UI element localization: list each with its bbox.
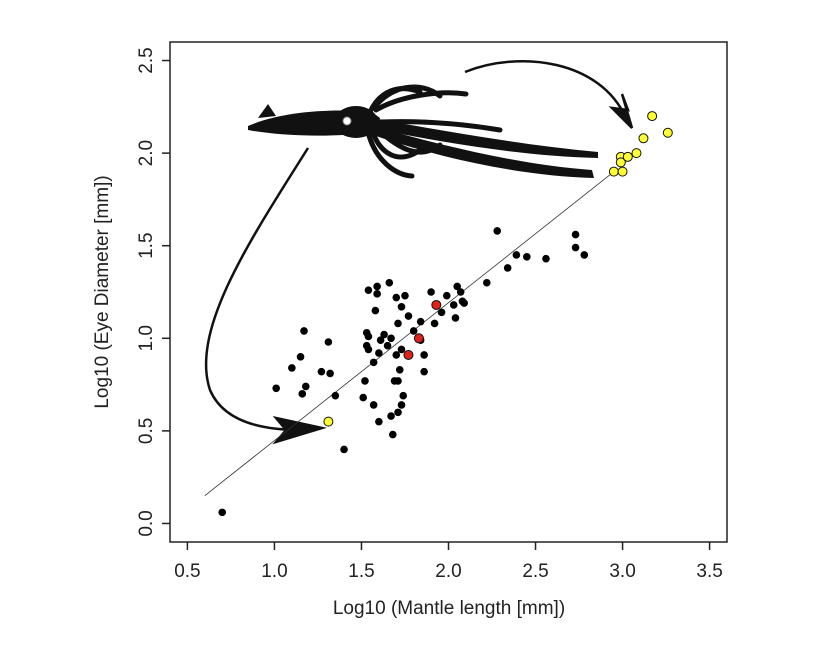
data-point — [296, 353, 305, 361]
data-point — [451, 314, 460, 322]
data-point — [456, 288, 465, 296]
data-point — [512, 251, 521, 259]
data-point — [371, 306, 380, 315]
data-point — [218, 508, 227, 517]
data-point — [394, 319, 402, 328]
data-point — [394, 408, 402, 417]
data-point — [493, 227, 502, 235]
data-point — [323, 416, 334, 427]
data-point — [427, 288, 435, 296]
data-point — [420, 367, 428, 376]
x-axis-label: Log10 (Mantle length [mm]) — [333, 598, 565, 619]
data-point — [340, 445, 348, 454]
data-point — [631, 148, 642, 159]
data-point — [373, 290, 381, 298]
y-tick-label: 2.0 — [136, 140, 157, 166]
data-point — [375, 349, 383, 357]
data-point — [301, 382, 310, 391]
data-point — [397, 303, 406, 311]
data-point — [431, 299, 442, 310]
data-point — [416, 317, 425, 326]
y-tick-label: 0.0 — [136, 510, 157, 536]
data-point — [638, 133, 649, 144]
data-point — [542, 254, 550, 263]
data-point — [404, 312, 413, 320]
data-point — [364, 345, 373, 354]
data-point — [397, 401, 406, 409]
data-point — [503, 264, 512, 272]
data-point — [375, 417, 383, 426]
x-tick-label: 1.5 — [348, 561, 374, 582]
data-point — [413, 333, 424, 344]
data-point — [482, 278, 491, 287]
arrows — [204, 60, 634, 445]
data-point — [453, 282, 462, 291]
data-point — [369, 401, 378, 409]
data-point — [437, 308, 446, 317]
data-point — [409, 327, 418, 335]
data-point — [392, 293, 401, 302]
data-point — [430, 319, 439, 328]
data-point — [523, 253, 531, 261]
data-point — [571, 230, 580, 239]
data-point — [580, 251, 589, 259]
data-point — [662, 127, 673, 138]
data-point — [385, 278, 394, 287]
plot-frame — [169, 41, 728, 543]
data-point — [369, 358, 378, 367]
x-tick-label: 2.5 — [522, 561, 548, 582]
y-axis-label: Log10 (Eye Diameter [mm]) — [92, 175, 113, 408]
data-point — [383, 341, 392, 350]
data-point — [608, 166, 619, 177]
data-point — [622, 151, 633, 162]
y-tick-label: 1.5 — [136, 232, 157, 258]
data-point — [460, 299, 468, 307]
data-point — [364, 286, 373, 294]
data-point — [401, 291, 409, 300]
data-point — [359, 393, 368, 402]
data-point — [326, 369, 334, 378]
y-tick-label: 0.5 — [136, 418, 157, 444]
data-point — [647, 111, 658, 122]
x-tick-label: 1.0 — [261, 561, 287, 582]
data-point — [617, 166, 628, 177]
data-point — [390, 377, 399, 385]
data-point — [387, 334, 395, 343]
data-point — [380, 330, 388, 339]
data-point — [395, 365, 404, 374]
x-tick-label: 0.5 — [174, 561, 200, 582]
data-point — [387, 412, 395, 420]
x-tick-label: 2.0 — [435, 561, 461, 582]
data-point — [324, 338, 333, 346]
x-tick-label: 3.5 — [696, 561, 722, 582]
data-point — [392, 351, 401, 359]
data-point — [331, 391, 340, 400]
data-point — [615, 157, 626, 168]
data-point — [300, 327, 308, 335]
data-point — [376, 336, 385, 344]
data-point — [449, 301, 458, 309]
data-point — [403, 349, 414, 360]
data-point — [373, 282, 381, 291]
x-tick-label: 3.0 — [609, 561, 635, 582]
squid-illustration — [248, 84, 598, 179]
data-point — [399, 391, 408, 400]
data-point — [571, 243, 580, 252]
data-point — [272, 384, 280, 393]
data-point — [397, 345, 406, 354]
data-point — [317, 367, 326, 376]
data-point — [361, 377, 369, 385]
data-point — [364, 332, 373, 341]
data-point — [288, 364, 296, 372]
data-point — [298, 390, 307, 398]
data-point — [442, 291, 451, 300]
data-point — [420, 351, 428, 359]
fit-line — [204, 171, 615, 497]
data-point — [389, 430, 397, 439]
y-tick-label: 1.0 — [136, 325, 157, 351]
y-tick-label: 2.5 — [136, 47, 157, 73]
